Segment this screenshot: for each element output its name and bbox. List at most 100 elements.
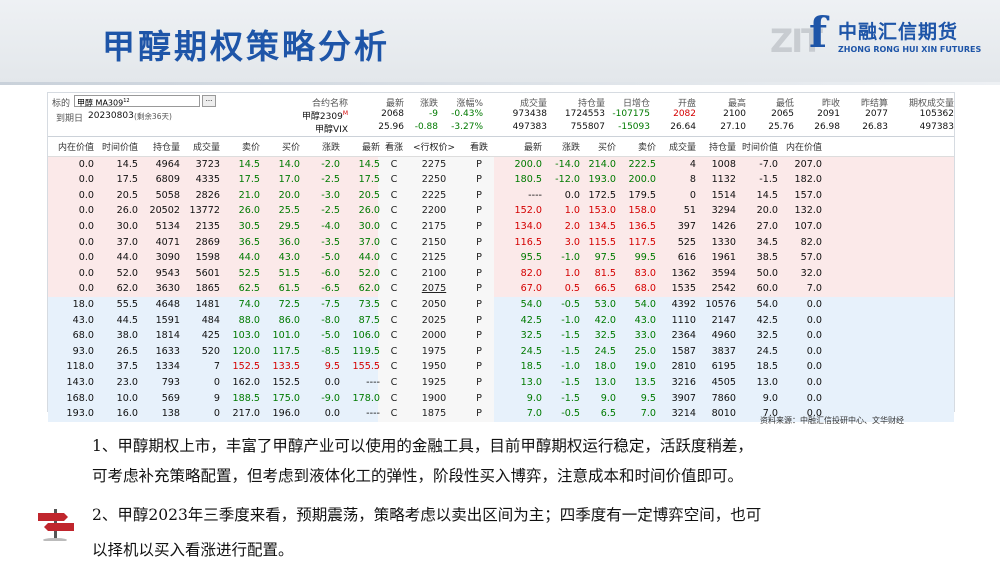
table-cell: 1110 <box>671 314 696 326</box>
table-cell: 86.0 <box>278 314 300 326</box>
table-header-cell: 持仓量 <box>152 143 180 153</box>
table-row[interactable]: 0.0 62.0 3630 1865 62.5 61.5 -6.5 62.0 C 2075 P 67.… <box>48 281 954 297</box>
table-cell: 2050 <box>421 298 447 310</box>
info-header: 日增仓 <box>622 99 650 109</box>
table-cell: 13.0 <box>756 376 778 388</box>
table-cell: -1.0 <box>561 361 580 373</box>
strike-bg <box>378 281 494 297</box>
table-row[interactable]: 43.0 44.5 1591 484 88.0 86.0 -8.0 87.5 C 2025 P 42.… <box>48 312 954 329</box>
table-cell: 82.0 <box>800 236 822 248</box>
table-cell: 67.0 <box>520 283 542 295</box>
table-cell: 17.5 <box>238 174 260 186</box>
table-cell: 25.5 <box>278 205 300 217</box>
table-cell: 24.5 <box>594 345 616 357</box>
table-cell: 1008 <box>711 158 736 170</box>
table-cell: 9.0 <box>762 392 778 404</box>
table-cell: C <box>390 392 398 404</box>
table-cell: 0.0 <box>78 236 94 248</box>
table-cell: 207.0 <box>794 158 822 170</box>
table-cell: 0.0 <box>78 267 94 279</box>
table-cell: 13772 <box>189 205 220 217</box>
info-value: 2091 <box>817 109 840 119</box>
source-note: 资料来源：中融汇信投研中心、文华财经 <box>760 416 904 425</box>
table-cell: 525 <box>677 236 696 248</box>
table-cell: 42.0 <box>594 314 616 326</box>
table-cell: 520 <box>201 345 220 357</box>
table-cell: 52.0 <box>358 267 380 279</box>
table-cell: -7.5 <box>321 298 340 310</box>
info-header: 最新 <box>385 99 404 109</box>
table-cell: 3294 <box>711 205 736 217</box>
table-cell: C <box>390 189 398 201</box>
table-cell: 54.0 <box>520 298 542 310</box>
table-cell: C <box>390 376 398 388</box>
table-cell: -3.5 <box>321 236 340 248</box>
table-header-cell: 买价 <box>597 143 616 153</box>
option-quote-panel: 标的 甲醇 MA30912 ··· 到期日 20230803 (剩余36天) 合约名称 最新涨… <box>47 92 955 422</box>
info-value: 25.76 <box>768 122 794 132</box>
analysis-line-4: 以择机以买入看涨进行配置。 <box>92 541 294 559</box>
table-cell: 8010 <box>711 408 736 420</box>
strike-bg <box>378 172 494 188</box>
info-value: -3.27% <box>451 122 483 132</box>
table-cell: 200.0 <box>628 174 656 186</box>
info-contract-mark: M <box>342 110 348 117</box>
table-row[interactable]: 0.0 44.0 3090 1598 44.0 43.0 -5.0 44.0 C 2125 P 95.… <box>48 250 954 266</box>
table-cell: C <box>390 236 398 248</box>
table-row[interactable]: 143.0 23.0 793 0 162.0 152.5 0.0 ---- C 1925 P 13.0… <box>48 374 954 391</box>
table-cell: 196.0 <box>272 408 300 420</box>
table-row[interactable]: 68.0 38.0 1814 425 103.0 101.0 -5.0 106.0 C 2000 P… <box>48 328 954 344</box>
table-row[interactable]: 93.0 26.5 1633 520 120.0 117.5 -8.5 119.5 C 1975 P… <box>48 343 954 360</box>
table-cell: P <box>476 361 482 373</box>
table-row[interactable]: 0.0 30.0 5134 2135 30.5 29.5 -4.0 30.0 C 2175 P 134… <box>48 218 954 235</box>
table-row[interactable]: 193.0 16.0 138 0 217.0 196.0 0.0 ---- C 1875 P 7.0 -… <box>48 406 954 422</box>
target-select[interactable]: 甲醇 MA30912 <box>74 95 200 108</box>
table-cell: 1961 <box>711 252 736 264</box>
table-row[interactable]: 0.0 37.0 4071 2869 36.5 36.0 -3.5 37.0 C 2150 P 116… <box>48 234 954 251</box>
target-more-button[interactable]: ··· <box>202 95 216 107</box>
put-bg <box>494 281 954 297</box>
table-row[interactable]: 0.0 52.0 9543 5601 52.5 51.5 -6.0 52.0 C 2100 P 82.… <box>48 265 954 282</box>
table-cell: 26.0 <box>238 205 260 217</box>
table-cell: 10576 <box>705 298 736 310</box>
table-cell: 24.5 <box>756 345 778 357</box>
info-value: -0.43% <box>451 109 483 119</box>
put-bg <box>494 218 954 235</box>
table-cell: 2147 <box>711 314 736 326</box>
table-cell: 152.5 <box>272 376 300 388</box>
table-row[interactable]: 0.0 14.5 4964 3723 14.5 14.0 -2.0 14.5 C 2275 P 200… <box>48 156 954 173</box>
table-cell: ---- <box>366 376 380 388</box>
table-cell: 14.5 <box>238 158 260 170</box>
info-value: 25.96 <box>378 122 404 132</box>
table-row[interactable]: 18.0 55.5 4648 1481 74.0 72.5 -7.5 73.5 C 2050 P 54… <box>48 296 954 313</box>
table-cell: P <box>476 330 482 342</box>
table-cell: 2869 <box>195 236 220 248</box>
table-cell: 10.0 <box>116 392 138 404</box>
table-cell: 2275 <box>421 158 447 170</box>
table-cell: P <box>476 392 482 404</box>
table-cell: 222.5 <box>628 158 656 170</box>
table-cell: 0.0 <box>78 252 94 264</box>
call-bg <box>48 172 378 188</box>
table-cell: 1535 <box>671 283 696 295</box>
table-cell: 0.0 <box>806 408 822 420</box>
table-cell: 7 <box>213 361 220 373</box>
put-bg <box>494 203 954 219</box>
table-row[interactable]: 168.0 10.0 569 9 188.5 175.0 -9.0 178.0 C 1900 P 9.… <box>48 390 954 407</box>
table-cell: 9.5 <box>324 361 340 373</box>
table-cell: 5134 <box>155 220 180 232</box>
table-header-cell: 成交量 <box>668 143 696 153</box>
table-row[interactable]: 0.0 20.5 5058 2826 21.0 20.0 -3.0 20.5 C 2225 P ---… <box>48 187 954 204</box>
table-cell: 18.0 <box>594 361 616 373</box>
table-cell: 1481 <box>195 298 220 310</box>
table-row[interactable]: 118.0 37.5 1334 7 152.5 133.5 9.5 155.5 C 1950 P 18… <box>48 359 954 375</box>
table-cell: 51.5 <box>278 267 300 279</box>
table-row[interactable]: 0.0 17.5 6809 4335 17.5 17.0 -2.5 17.5 C 2250 P 180… <box>48 172 954 188</box>
table-cell: 172.5 <box>588 189 616 201</box>
call-bg <box>48 390 378 407</box>
table-cell: 4 <box>689 158 696 170</box>
table-row[interactable]: 0.0 26.0 20502 13772 26.0 25.5 -2.5 26.0 C 2200 P 1… <box>48 203 954 219</box>
table-cell: 5058 <box>155 189 180 201</box>
table-cell: 0.0 <box>564 189 580 201</box>
table-cell: 0 <box>213 408 220 420</box>
